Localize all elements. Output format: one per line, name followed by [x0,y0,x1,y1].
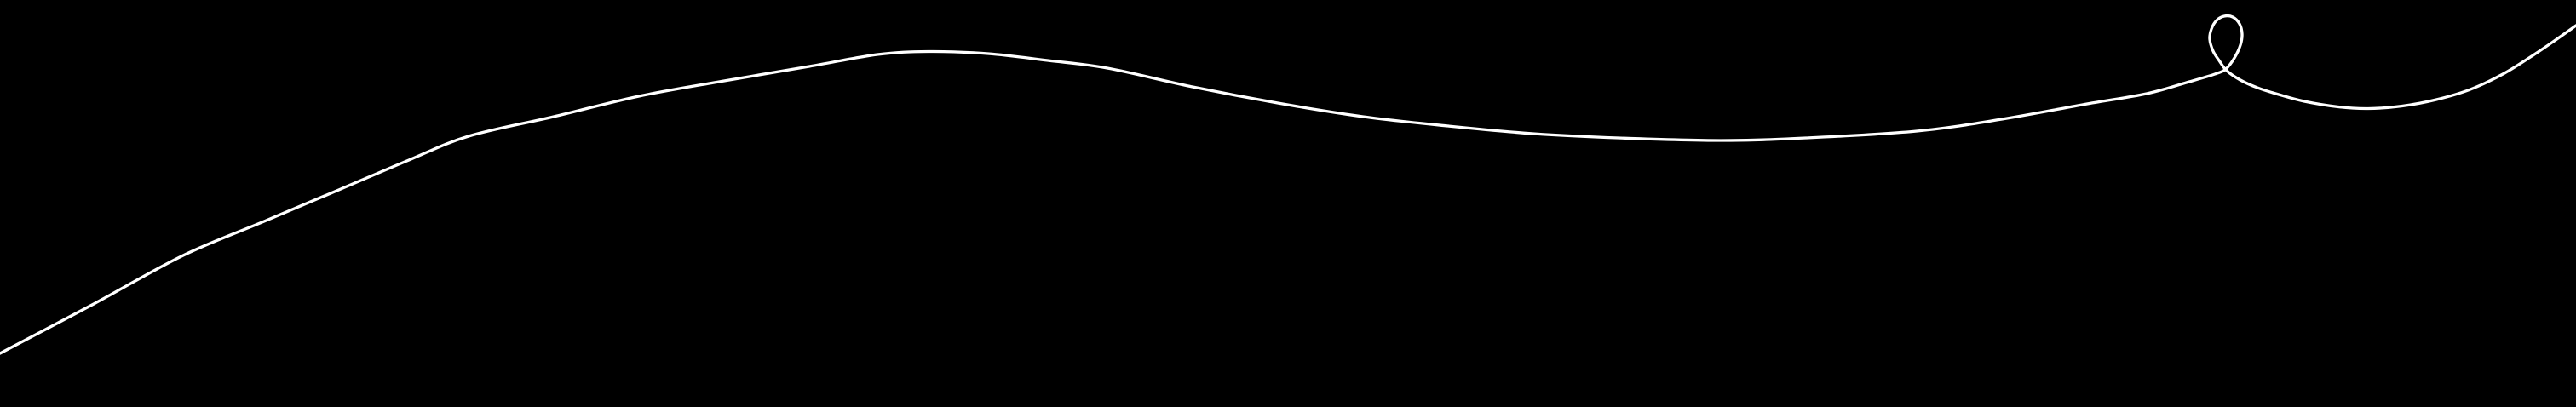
freehand-curve-stroke [0,14,2576,355]
